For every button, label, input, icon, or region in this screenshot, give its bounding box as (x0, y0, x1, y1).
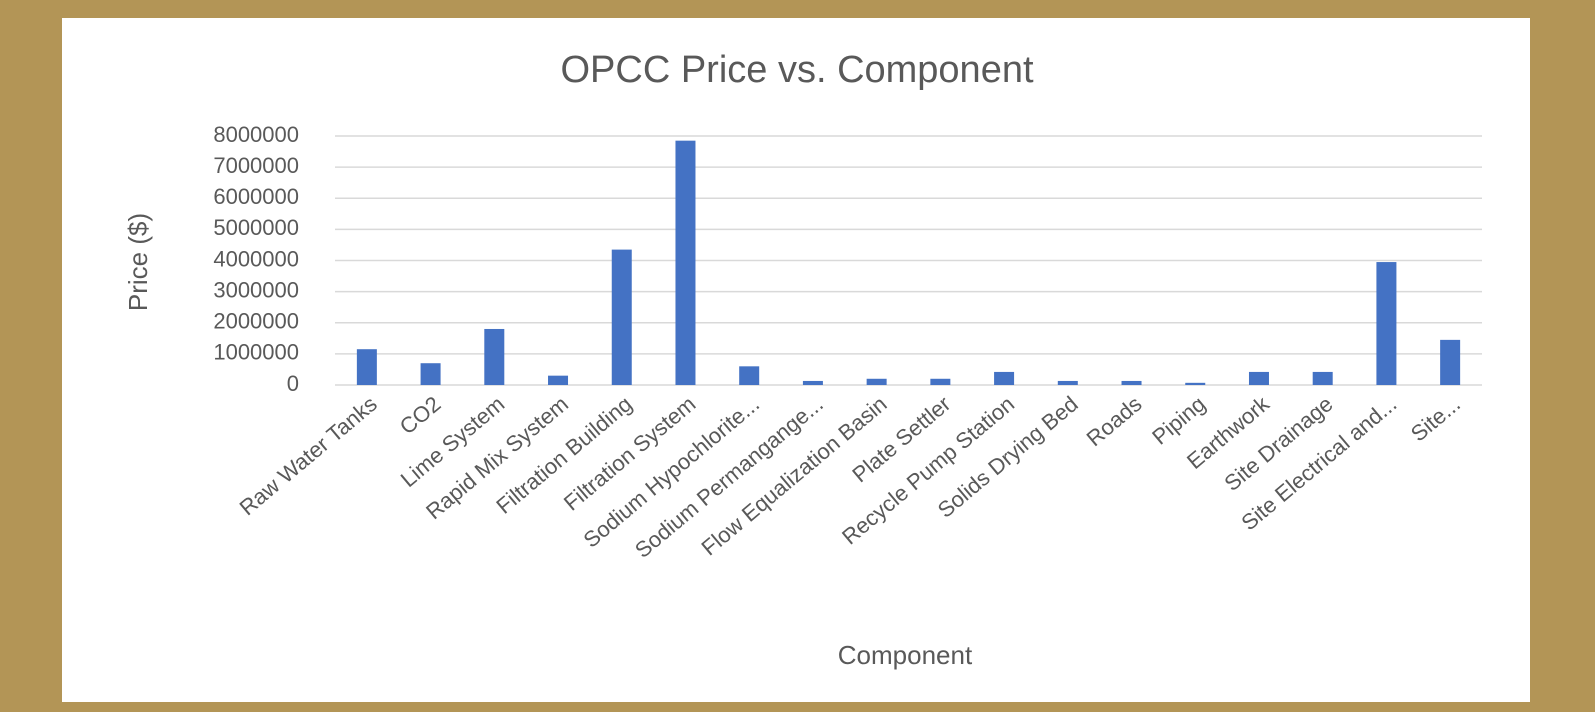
y-tick-label: 0 (287, 371, 299, 396)
bar (1248, 371, 1269, 385)
chart-title: OPCC Price vs. Component (560, 49, 1033, 91)
chart-panel (62, 18, 1530, 702)
bar (930, 378, 951, 385)
bar (1185, 382, 1206, 385)
y-tick-label: 4000000 (213, 246, 299, 271)
bar (548, 375, 569, 385)
y-tick-label: 7000000 (213, 153, 299, 178)
bar (1376, 262, 1397, 385)
bar (675, 140, 696, 385)
bar (356, 349, 377, 385)
bar (1440, 339, 1461, 385)
bar (994, 371, 1015, 385)
bar (1121, 380, 1142, 385)
bar (611, 249, 632, 385)
x-axis-label: Component (838, 640, 973, 670)
bar (866, 378, 887, 385)
y-tick-label: 1000000 (213, 340, 299, 365)
y-tick-label: 8000000 (213, 122, 299, 147)
y-axis-label: Price ($) (123, 213, 153, 311)
bar (739, 366, 760, 385)
bar (1312, 371, 1333, 385)
y-tick-label: 6000000 (213, 184, 299, 209)
bar (484, 328, 505, 385)
y-tick-label: 2000000 (213, 309, 299, 334)
y-tick-label: 3000000 (213, 277, 299, 302)
bar (420, 363, 441, 385)
bar (802, 380, 823, 385)
y-tick-label: 5000000 (213, 215, 299, 240)
bar (1057, 380, 1078, 385)
